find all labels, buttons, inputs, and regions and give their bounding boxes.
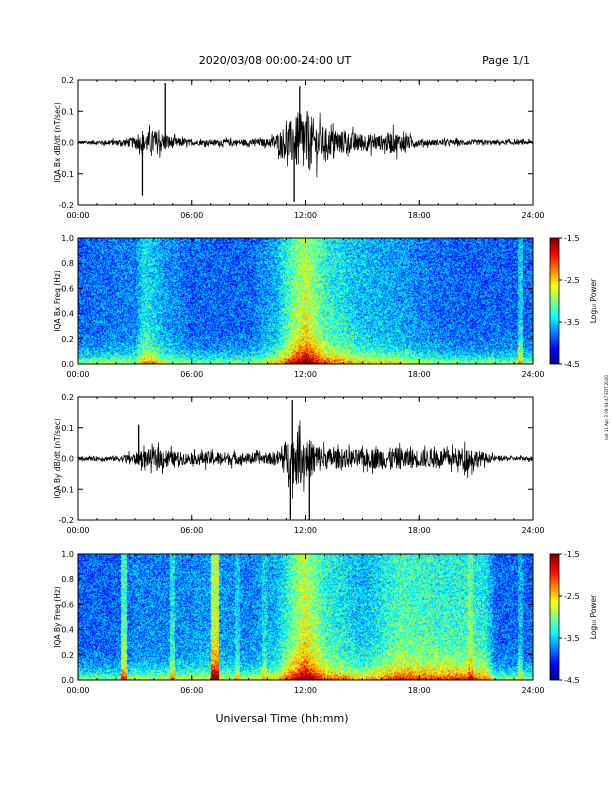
x-tick-label: 18:00 (408, 526, 431, 535)
y-tick-label: 0.2 (61, 335, 74, 344)
x-tick-label: 00:00 (66, 370, 89, 379)
colorbar-tick-label: -4.5 (564, 676, 580, 685)
y-tick-label: 0.4 (61, 626, 74, 635)
y-tick-label: 0.1 (61, 424, 74, 433)
x-tick-label: 00:00 (66, 211, 89, 220)
y-tick-label: 0.1 (61, 107, 74, 116)
y-tick-label: 1.0 (61, 550, 74, 559)
colorbar-tick-label: -1.5 (564, 550, 580, 559)
y-tick-label: 0.8 (61, 259, 74, 268)
x-tick-label: 00:00 (66, 526, 89, 535)
y-tick-label: 0.2 (61, 76, 74, 85)
colorbar (550, 238, 559, 364)
x-tick-label: 00:00 (66, 686, 89, 695)
x-tick-label: 12:00 (294, 211, 317, 220)
x-tick-label: 18:00 (408, 370, 431, 379)
y-tick-label: 0.8 (61, 575, 74, 584)
y-tick-label: 0.0 (61, 360, 74, 369)
y-tick-label: 1.0 (61, 234, 74, 243)
spectrogram-image (78, 554, 533, 680)
x-tick-label: 24:00 (521, 370, 544, 379)
colorbar-tick-label: -3.5 (564, 318, 580, 327)
y-tick-label: 0.2 (61, 651, 74, 660)
by-dbdt-panel: 00:00 06:00 12:00 18:00 24:00 0.2 0.1 0.0 -0.1 -0… (53, 393, 545, 535)
colorbar-tick-label: -4.5 (564, 360, 580, 369)
plot-title: 2020/03/08 00:00-24:00 UT (199, 54, 352, 67)
y-axis-label: IQA Bx dB/dt (nT/sec) (53, 102, 62, 183)
colorbar-tick-label: -2.5 (564, 592, 580, 601)
y-tick-label: -0.2 (58, 201, 74, 210)
x-tick-label: 24:00 (521, 526, 544, 535)
y-tick-label: -0.2 (58, 516, 74, 525)
y-tick-label: 0.0 (61, 139, 74, 148)
bx-spectrogram-panel: -1.5 -2.5 -3.5 -4.5 Log₁₀ Power 00:00 06:00 12:… (53, 234, 598, 379)
x-tick-label: 06:00 (180, 211, 203, 220)
x-tick-label: 12:00 (294, 526, 317, 535)
y-tick-label: 0.0 (61, 455, 74, 464)
y-tick-label: -0.1 (58, 170, 74, 179)
colorbar-frame (549, 553, 560, 681)
colorbar-label: Log₁₀ Power (589, 594, 598, 639)
y-tick-label: 0.2 (61, 393, 74, 402)
y-tick-label: 0.0 (61, 676, 74, 685)
x-tick-label: 12:00 (294, 686, 317, 695)
colorbar-label: Log₁₀ Power (589, 278, 598, 323)
x-tick-label: 06:00 (180, 686, 203, 695)
time-series-trace (77, 110, 534, 178)
x-tick-label: 24:00 (521, 686, 544, 695)
y-tick-label: 0.6 (61, 284, 74, 293)
x-tick-label: 12:00 (294, 370, 317, 379)
x-tick-label: 06:00 (180, 526, 203, 535)
x-tick-label: 06:00 (180, 370, 203, 379)
time-series-trace (77, 420, 534, 499)
y-axis-label: IQA By dB/dt (nT/sec) (53, 418, 62, 499)
colorbar-frame (549, 237, 560, 365)
x-tick-label: 18:00 (408, 686, 431, 695)
bx-dbdt-panel: 00:00 06:00 12:00 18:00 24:00 0.2 0.1 0.0 -0.1 -0… (53, 76, 545, 220)
y-tick-label: 0.6 (61, 600, 74, 609)
colorbar (550, 554, 559, 680)
spectrogram-image (78, 238, 533, 364)
y-axis-label: IQA By Freq (Hz) (53, 586, 62, 648)
y-axis-label: IQA Bx Freq (Hz) (53, 270, 62, 332)
side-note: not 11 Apr 3 09:04:47 EDT 2020 (604, 375, 609, 440)
page-indicator: Page 1/1 (482, 54, 530, 67)
colorbar-tick-label: -2.5 (564, 276, 580, 285)
x-tick-label: 24:00 (521, 211, 544, 220)
x-tick-label: 18:00 (408, 211, 431, 220)
by-spectrogram-panel: -1.5 -2.5 -3.5 -4.5 Log₁₀ Power 00:00 06:00 12:… (53, 550, 598, 695)
y-tick-label: 0.4 (61, 310, 74, 319)
y-tick-label: -0.1 (58, 485, 74, 494)
colorbar-tick-label: -3.5 (564, 634, 580, 643)
x-axis-label: Universal Time (hh:mm) (216, 712, 349, 725)
colorbar-tick-label: -1.5 (564, 234, 580, 243)
